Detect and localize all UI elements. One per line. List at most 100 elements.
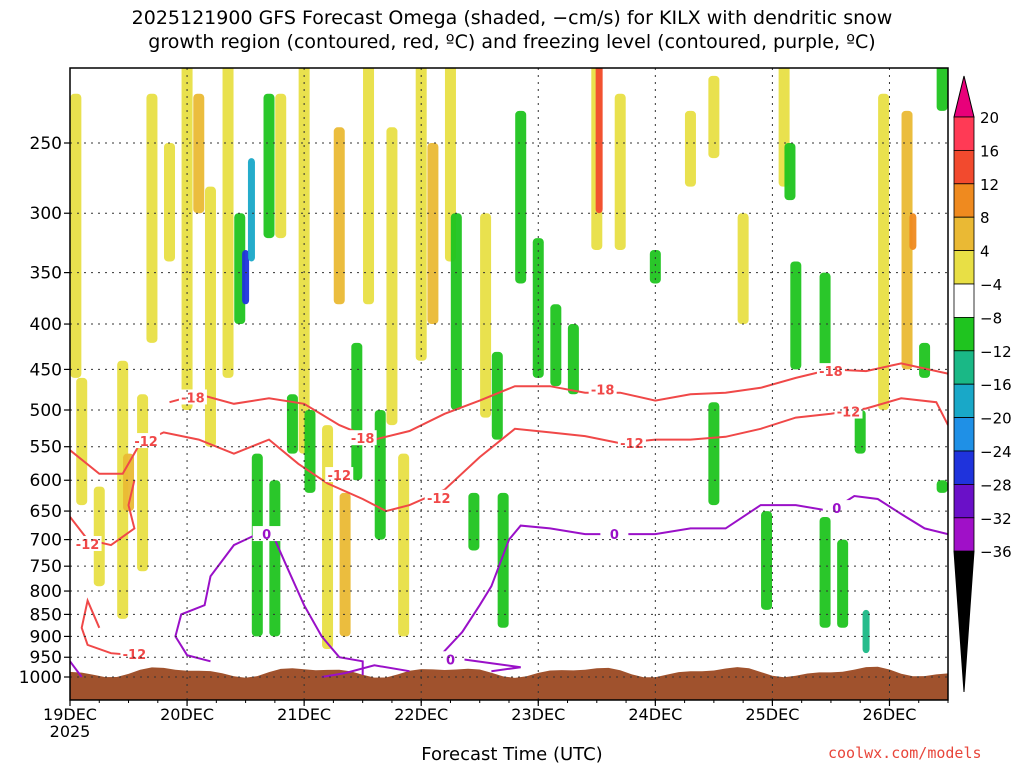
colorbar-swatch-10 [953, 450, 975, 485]
omega-patch-36 [491, 351, 503, 440]
x-tick-label: 26DEC [862, 705, 916, 724]
colorbar-label: 12 [980, 176, 999, 194]
omega-patch-60 [901, 110, 913, 370]
omega-patch-17 [269, 480, 281, 637]
contour-label-text: 0 [262, 528, 271, 543]
omega-patch-64 [936, 68, 948, 111]
colorbar-swatch-8 [953, 383, 975, 419]
source-credit: coolwx.com/models [828, 744, 982, 762]
contour-label-bg [600, 526, 629, 542]
contour-label-0-2: -18 [588, 381, 617, 398]
colorbar-label: 20 [980, 109, 999, 127]
colorbar-swatch-12 [953, 517, 975, 552]
omega-patch-48 [708, 402, 720, 506]
contour-label-bg [325, 467, 354, 483]
x-tick-label: 21DEC [277, 705, 331, 724]
contour-label-text: 0 [446, 653, 455, 668]
contour-label-7-0: 0 [600, 526, 629, 543]
omega-patch-24 [339, 492, 351, 637]
contour-label-bg [822, 500, 851, 516]
colorbar-bottom-arrow [953, 550, 975, 693]
omega-patch-0 [70, 93, 82, 378]
y-tick-label: 300 [30, 204, 62, 224]
contour-label-1-3: -12 [617, 435, 646, 452]
contour-label-5-0: 0 [252, 526, 281, 543]
x-tick-label: 22DEC [394, 705, 448, 724]
contour-label-text: -12 [134, 435, 158, 450]
omega-patch-54 [819, 272, 831, 378]
omega-patch-14 [247, 158, 255, 262]
contour-label-bg [834, 403, 863, 419]
omega-patch-11 [222, 68, 234, 378]
y-tick-label: 1000 [19, 668, 62, 688]
x-tick-label: 23DEC [511, 705, 565, 724]
contour-label-bg [132, 433, 161, 449]
plot-area: -18 -18 -18 -18 -12 -12 -12 -12 -12 -12 -12 0 0 0 0 [70, 68, 948, 700]
y-tick-label: 750 [30, 557, 62, 577]
y-tick-label: 850 [30, 605, 62, 625]
omega-patch-30 [415, 68, 427, 361]
y-tick-label: 550 [30, 438, 62, 458]
colorbar-label: −20 [980, 410, 1012, 428]
omega-patch-57 [862, 609, 870, 654]
colorbar-label: −24 [980, 443, 1012, 461]
contour-4 [70, 660, 83, 678]
y-tick-label: 700 [30, 531, 62, 551]
contour-label-text: -12 [620, 437, 644, 452]
contour-0 [169, 362, 948, 441]
contour-label-text: -12 [837, 406, 861, 421]
colorbar-swatch-7 [953, 350, 975, 385]
omega-patch-59 [878, 93, 890, 410]
colorbar-label: −8 [980, 309, 1002, 327]
contour-label-0-0: -18 [178, 389, 207, 406]
colorbar-label: 4 [980, 243, 990, 261]
y-tick-label: 650 [30, 502, 62, 522]
colorbar-label: −32 [980, 510, 1012, 528]
x-tick-label: 24DEC [628, 705, 682, 724]
x-tick-label: 25DEC [745, 705, 799, 724]
omega-patch-13 [242, 249, 250, 305]
y-tick-label: 250 [30, 134, 62, 154]
contour-label-bg [73, 535, 102, 551]
contour-label-1-4: -12 [834, 403, 863, 421]
contour-label-text: -18 [591, 383, 615, 398]
colorbar-label: −16 [980, 376, 1012, 394]
y-tick-label: 800 [30, 582, 62, 602]
contour-label-text: -12 [123, 648, 147, 663]
colorbar-swatch-1 [953, 149, 975, 185]
omega-patch-32 [444, 68, 456, 262]
omega-patch-5 [137, 394, 149, 572]
omega-patch-55 [819, 516, 831, 628]
contour-label-bg [816, 363, 845, 379]
omega-patch-63 [936, 480, 948, 493]
y-tick-label: 600 [30, 471, 62, 491]
y-tick-label: 500 [30, 401, 62, 421]
contour-label-2-0: -12 [73, 535, 102, 553]
contour-5 [174, 533, 364, 676]
omega-patch-26 [363, 68, 375, 305]
omega-patch-49 [737, 213, 749, 325]
omega-patch-53 [790, 261, 802, 370]
omega-patch-58 [854, 410, 866, 454]
colorbar-swatch-5 [953, 283, 975, 318]
omega-patch-1 [76, 377, 88, 506]
omega-patch-21 [304, 410, 316, 493]
omega-patch-43 [595, 68, 603, 214]
contour-label-text: -12 [328, 469, 352, 484]
omega-patch-15 [251, 453, 263, 637]
colorbar-label: 8 [980, 209, 990, 227]
contour-label-bg [178, 389, 207, 405]
contour-label-3-0: -12 [120, 645, 149, 663]
contour-label-bg [436, 651, 465, 667]
omega-patch-25 [351, 342, 363, 481]
omega-patch-41 [567, 324, 579, 395]
y-tick-label: 950 [30, 648, 62, 668]
omega-patch-29 [398, 453, 410, 637]
colorbar-label: −4 [980, 276, 1002, 294]
omega-patch-31 [427, 143, 439, 325]
colorbar: 20 16 12 8 4 −4 −8 −12 −16 −20 −24 −28 −32 −36 [953, 75, 1012, 693]
colorbar-label: −36 [980, 543, 1012, 561]
colorbar-swatch-3 [953, 216, 975, 251]
